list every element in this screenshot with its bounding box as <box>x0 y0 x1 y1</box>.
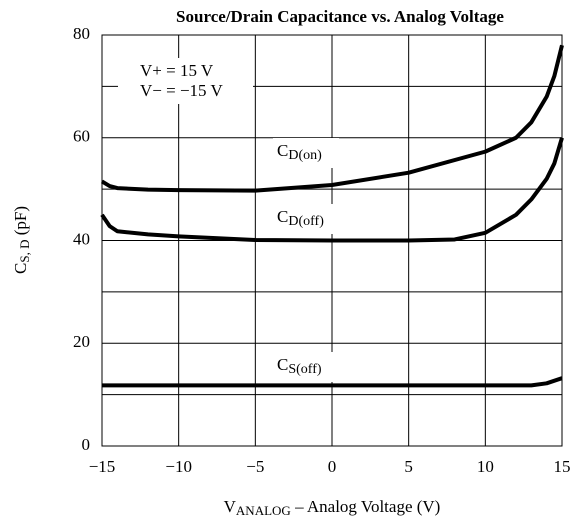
subscript: ANALOG <box>236 503 291 518</box>
series-subscript: D(off) <box>288 214 324 229</box>
y-tick-label: 0 <box>82 435 91 454</box>
series-label-bg <box>273 138 339 168</box>
x-axis-label: VANALOG – Analog Voltage (V) <box>224 497 441 518</box>
x-tick-label: 10 <box>477 457 494 476</box>
y-tick-label: 40 <box>73 229 90 248</box>
subscript: S, D <box>17 240 32 263</box>
label-part: – Analog Voltage (V) <box>291 497 441 516</box>
y-tick-label: 80 <box>73 24 90 43</box>
series-subscript: S(off) <box>288 362 322 377</box>
series-label: CS(off) <box>277 355 322 378</box>
annotation: V− = −15 V <box>140 81 223 100</box>
y-axis-label: CS, D (pF) <box>11 206 32 274</box>
series-name: C <box>277 355 288 374</box>
annotation-box <box>118 58 253 104</box>
series-subscript: D(on) <box>288 148 322 163</box>
series-line <box>102 376 563 388</box>
series-label: CD(off) <box>277 207 324 230</box>
series-line <box>100 137 564 243</box>
x-tick-label: 5 <box>404 457 413 476</box>
series-name: C <box>277 207 288 226</box>
y-tick-label: 60 <box>73 127 90 146</box>
series-line <box>100 44 564 193</box>
series-label: CD(on) <box>277 141 322 164</box>
y-tick-label: 20 <box>73 332 90 351</box>
annotation: V+ = 15 V <box>140 61 214 80</box>
x-tick-label: −5 <box>246 457 264 476</box>
x-tick-label: −15 <box>89 457 116 476</box>
x-tick-label: −10 <box>165 457 192 476</box>
chart-title: Source/Drain Capacitance vs. Analog Volt… <box>176 7 504 26</box>
series-label-bg <box>273 352 339 382</box>
series-name: C <box>277 141 288 160</box>
x-tick-label: 15 <box>554 457 570 476</box>
x-tick-label: 0 <box>328 457 337 476</box>
label-part: V <box>224 497 237 516</box>
label-part: (pF) <box>11 206 30 240</box>
series-label-bg <box>273 204 339 234</box>
label-part: C <box>11 263 30 274</box>
